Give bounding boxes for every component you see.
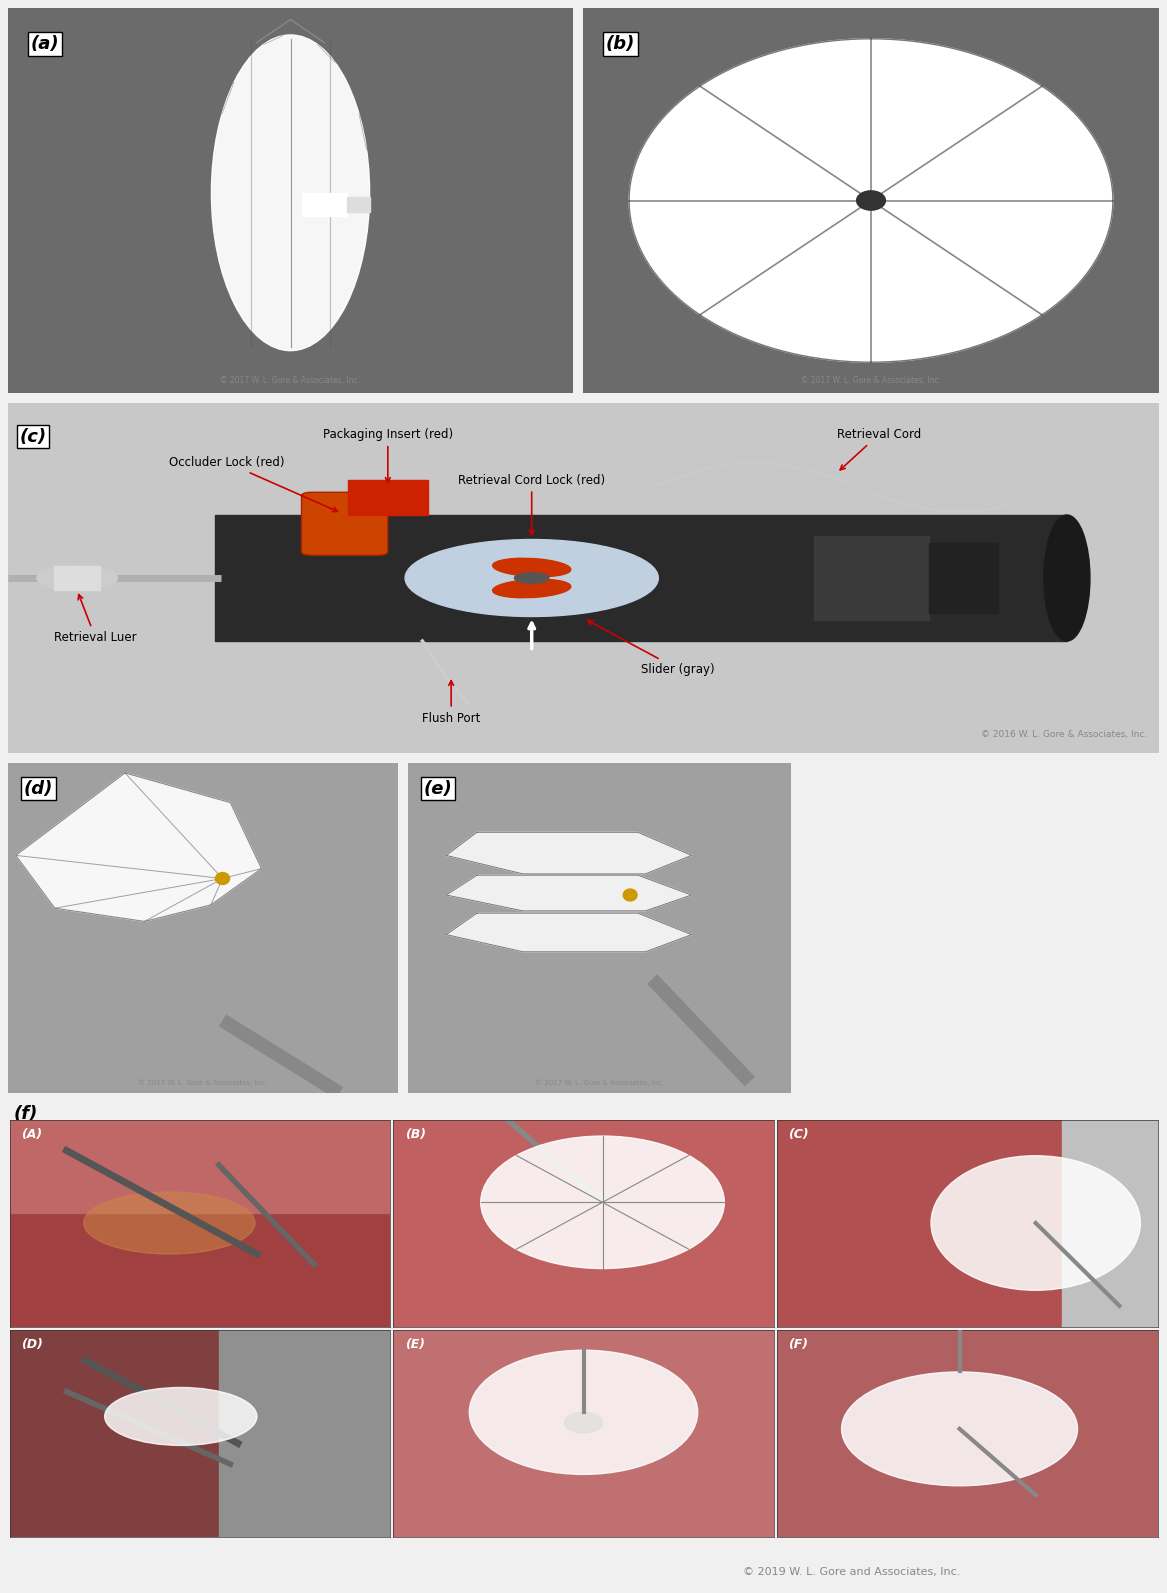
- Text: Flush Port: Flush Port: [422, 680, 481, 725]
- Circle shape: [515, 573, 548, 583]
- Bar: [54, 566, 100, 591]
- Circle shape: [623, 889, 637, 902]
- Circle shape: [37, 566, 118, 591]
- Ellipse shape: [84, 1192, 256, 1254]
- Text: Occluder Lock (red): Occluder Lock (red): [169, 456, 337, 511]
- Circle shape: [405, 540, 658, 616]
- Text: (f): (f): [14, 1106, 39, 1123]
- Ellipse shape: [492, 558, 571, 577]
- Text: Retrieval Cord: Retrieval Cord: [837, 429, 921, 470]
- Polygon shape: [446, 913, 691, 951]
- Bar: [348, 479, 428, 515]
- Polygon shape: [446, 875, 691, 911]
- Text: © 2017 W. L. Gore & Associates, Inc.: © 2017 W. L. Gore & Associates, Inc.: [139, 1080, 267, 1086]
- Bar: [219, 1330, 390, 1537]
- Text: © 2017 W. L. Gore & Associates, Inc.: © 2017 W. L. Gore & Associates, Inc.: [221, 376, 361, 386]
- Bar: [9, 1120, 390, 1212]
- Circle shape: [629, 38, 1113, 362]
- Bar: [1062, 1120, 1158, 1327]
- Text: (A): (A): [21, 1128, 42, 1141]
- Text: Retrieval Luer: Retrieval Luer: [54, 594, 137, 644]
- Text: (E): (E): [405, 1338, 425, 1351]
- Ellipse shape: [492, 580, 571, 597]
- Text: © 2019 W. L. Gore and Associates, Inc.: © 2019 W. L. Gore and Associates, Inc.: [743, 1568, 960, 1577]
- Circle shape: [565, 1413, 602, 1434]
- Bar: [302, 193, 347, 217]
- Ellipse shape: [211, 35, 370, 350]
- Text: (F): (F): [788, 1338, 809, 1351]
- Text: Slider (gray): Slider (gray): [588, 620, 714, 675]
- Bar: [813, 535, 929, 620]
- Text: (B): (B): [405, 1128, 426, 1141]
- Polygon shape: [446, 832, 691, 875]
- Bar: [9, 1212, 390, 1327]
- Text: © 2017 W. L. Gore & Associates, Inc.: © 2017 W. L. Gore & Associates, Inc.: [534, 1080, 664, 1086]
- Bar: [929, 543, 998, 613]
- FancyBboxPatch shape: [301, 492, 387, 556]
- Text: (e): (e): [424, 779, 452, 798]
- Text: (c): (c): [20, 427, 47, 446]
- Ellipse shape: [1044, 515, 1090, 640]
- Text: © 2016 W. L. Gore & Associates, Inc.: © 2016 W. L. Gore & Associates, Inc.: [981, 730, 1147, 739]
- Circle shape: [216, 873, 230, 884]
- Text: (d): (d): [23, 779, 53, 798]
- Circle shape: [469, 1351, 698, 1475]
- Text: (C): (C): [788, 1128, 809, 1141]
- Polygon shape: [16, 773, 261, 921]
- Bar: [347, 196, 370, 212]
- Text: Packaging Insert (red): Packaging Insert (red): [323, 429, 453, 483]
- Ellipse shape: [105, 1388, 257, 1445]
- Text: © 2017 W. L. Gore & Associates, Inc.: © 2017 W. L. Gore & Associates, Inc.: [801, 376, 941, 386]
- Text: (b): (b): [606, 35, 635, 53]
- Text: (D): (D): [21, 1338, 43, 1351]
- Text: (a): (a): [30, 35, 60, 53]
- Circle shape: [481, 1136, 725, 1268]
- Text: Retrieval Cord Lock (red): Retrieval Cord Lock (red): [459, 473, 606, 535]
- Circle shape: [857, 191, 886, 210]
- Ellipse shape: [841, 1372, 1077, 1486]
- Bar: [215, 515, 1067, 640]
- Ellipse shape: [931, 1157, 1140, 1290]
